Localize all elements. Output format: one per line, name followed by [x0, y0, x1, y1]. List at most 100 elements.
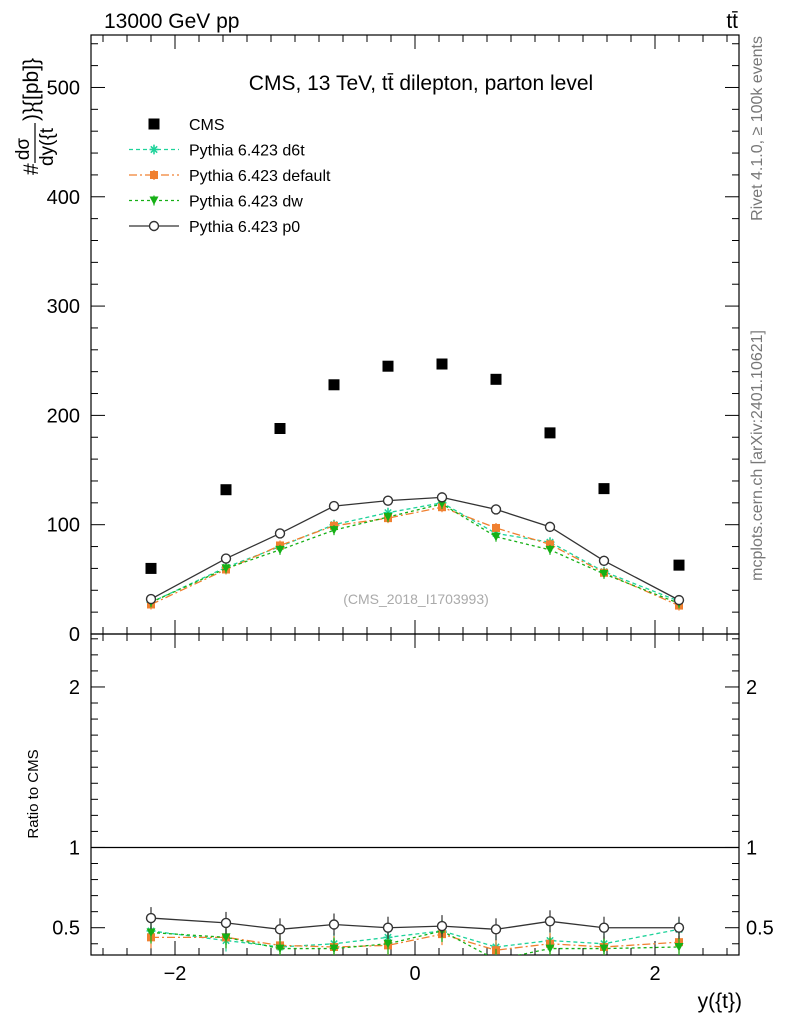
legend: CMS Pythia 6.423 d6t Pythia 6.423 default P… — [129, 117, 331, 236]
main-ylabel: # dσ dy({t )}{[pb]} — [13, 58, 58, 175]
analysis-id-watermark: (CMS_2018_I1703993) — [343, 591, 489, 607]
legend-item-p0: Pythia 6.423 p0 — [129, 219, 300, 236]
legend-item-dw: Pythia 6.423 dw — [129, 194, 303, 211]
ratio-point-p0 — [328, 919, 340, 930]
ratio-line-default — [151, 933, 680, 951]
ratio-ytick-label: 2 — [69, 677, 80, 699]
ratio-point-p0 — [274, 924, 286, 935]
ratio-point-p0 — [544, 916, 556, 927]
point-cms — [220, 484, 232, 496]
legend-item-default: Pythia 6.423 default — [129, 168, 331, 185]
legend-label: CMS — [189, 117, 225, 134]
ratio-point-dw — [674, 942, 684, 952]
legend-marker-dw — [149, 196, 159, 205]
point-dw — [599, 569, 609, 579]
point-p0 — [436, 492, 448, 503]
ratio-ytick-label-right: 0.5 — [746, 918, 774, 940]
point-p0 — [220, 553, 232, 564]
legend-marker-d6t — [149, 145, 159, 154]
point-p0 — [145, 593, 157, 605]
point-cms — [490, 373, 502, 385]
point-dw — [275, 545, 285, 555]
point-dw — [221, 564, 231, 573]
point-default — [492, 523, 500, 532]
main-ytick-label: 200 — [47, 405, 80, 427]
ratio-ytick-label: 0.5 — [52, 918, 80, 940]
ratio-xtick-label: −2 — [164, 963, 187, 985]
series-p0 — [145, 492, 685, 606]
point-cms — [328, 379, 340, 391]
point-p0 — [673, 594, 685, 606]
point-dw — [545, 545, 555, 555]
point-p0 — [544, 521, 556, 533]
main-ylabel-numerator: dσ — [13, 138, 34, 161]
ratio-point-p0 — [145, 912, 157, 924]
main-panel: 0 100 200 300 400 500 CMS, 13 TeV, tt̄ dilept… — [13, 34, 740, 646]
legend-marker-default — [150, 171, 158, 179]
point-p0 — [328, 500, 340, 512]
point-cms — [274, 423, 286, 435]
ratio-point-dw — [221, 933, 231, 942]
point-cms — [673, 559, 685, 571]
ratio-point-p0 — [436, 920, 448, 932]
ratio-ytick-label: 1 — [69, 837, 80, 859]
point-dw — [491, 532, 501, 542]
ratio-point-dw — [329, 944, 339, 954]
ratio-point-p0 — [490, 924, 502, 935]
main-ylabel-prefix: # — [20, 163, 43, 175]
rivet-version-label: Rivet 4.1.0, ≥ 100k events — [749, 36, 766, 221]
ratio-panel-xtick-labels: −2 0 2 — [164, 963, 661, 985]
ratio-point-p0 — [598, 922, 610, 933]
mcplots-reference-label: mcplots.cern.ch [arXiv:2401.10621] — [749, 330, 766, 581]
ratio-xtick-label: 2 — [649, 963, 660, 985]
ratio-panel: 0.5 0.5 1 1 2 2 −2 0 2 Ratio to CMS y({t}) — [25, 633, 774, 1013]
point-cms — [145, 562, 157, 574]
legend-marker-cms — [148, 118, 160, 130]
main-panel-ytick-labels: 0 100 200 300 400 500 — [47, 77, 80, 646]
point-p0 — [598, 555, 610, 566]
ratio-ytick-label-right: 2 — [746, 677, 757, 699]
point-p0 — [274, 528, 286, 539]
ratio-point-dw — [383, 939, 393, 949]
main-ytick-label: 500 — [47, 77, 80, 99]
ratio-panel-frame — [90, 633, 740, 956]
ratio-panel-ytick-labels: 0.5 0.5 1 1 2 2 — [52, 677, 774, 940]
point-cms — [382, 360, 394, 372]
point-cms — [598, 483, 610, 495]
ratio-line-dw — [150, 930, 680, 955]
point-dw — [383, 513, 393, 522]
legend-label: Pythia 6.423 dw — [189, 194, 303, 211]
point-cms — [544, 427, 556, 439]
ratio-line-d6t — [150, 928, 680, 948]
point-p0 — [490, 504, 502, 515]
series-line-dw — [150, 503, 680, 604]
final-state-label: tt̄ — [726, 10, 738, 33]
main-ytick-label: 300 — [47, 296, 80, 318]
legend-label: Pythia 6.423 default — [189, 168, 331, 185]
point-cms — [436, 358, 448, 370]
ratio-point-dw — [492, 956, 501, 965]
legend-item-cms: CMS — [148, 117, 225, 134]
series-cms — [145, 358, 685, 574]
legend-label: Pythia 6.423 d6t — [189, 143, 305, 160]
ratio-point-dw — [599, 944, 609, 954]
ratio-point-p0 — [382, 922, 394, 933]
main-ylabel-suffix: )}{[pb]} — [20, 58, 43, 121]
point-default — [546, 540, 554, 549]
process-label: 13000 GeV pp — [104, 10, 239, 33]
point-p0 — [382, 495, 394, 506]
main-ytick-label: 0 — [69, 624, 80, 646]
ratio-point-dw — [146, 928, 156, 938]
ratio-ytick-label-right: 1 — [746, 837, 757, 859]
ratio-xlabel: y({t}) — [698, 990, 742, 1013]
point-dw — [329, 526, 339, 535]
ratio-series-p0 — [145, 907, 685, 941]
main-ylabel-denominator: dy({t — [37, 127, 58, 166]
ratio-xtick-label: 0 — [409, 963, 420, 985]
series-line-default — [150, 506, 680, 607]
legend-marker-p0 — [148, 220, 160, 232]
ratio-point-p0 — [673, 922, 685, 933]
main-series — [145, 358, 685, 611]
ratio-point-p0 — [220, 917, 232, 929]
